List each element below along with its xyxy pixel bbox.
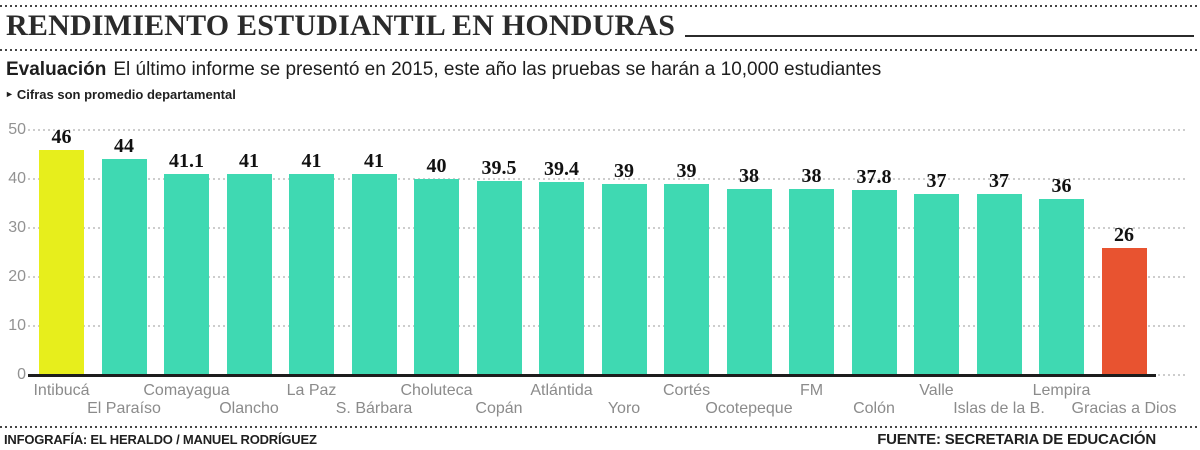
x-axis-baseline — [28, 374, 1156, 377]
bar-lempira — [1039, 198, 1084, 375]
bar-islas-de-la-b- — [976, 193, 1022, 375]
subtitle: Evaluación El último informe se presentó … — [6, 59, 881, 81]
y-axis-label: 40 — [8, 170, 26, 187]
bar-value-label: 26 — [1114, 223, 1134, 246]
top-dotted-rule — [0, 5, 1200, 7]
x-axis-label: Islas de la B. — [953, 400, 1045, 417]
bar-value-label: 36 — [1051, 174, 1072, 197]
bar-yoro — [601, 183, 647, 375]
bar-value-label: 46 — [51, 125, 72, 148]
bar-value-label: 41.1 — [169, 149, 204, 172]
x-axis-label: Copán — [475, 400, 523, 417]
subtitle-lead: Evaluación — [6, 59, 107, 80]
x-axis-label: FM — [799, 382, 824, 399]
x-axis-label: Atlántida — [530, 382, 593, 399]
bar-value-label: 37 — [926, 169, 947, 192]
arrow-bullet-icon: ► — [5, 89, 14, 99]
bar-el-para-so — [101, 159, 147, 375]
page-title: RENDIMIENTO ESTUDIANTIL EN HONDURAS — [6, 9, 676, 42]
bar-value-label: 39 — [614, 159, 634, 182]
y-axis-label: 20 — [8, 268, 26, 285]
bar-fm — [789, 188, 834, 375]
bar-olancho — [226, 174, 272, 375]
bar-cort-s — [664, 183, 709, 375]
bar-value-label: 38 — [739, 164, 759, 187]
bar-valle — [914, 193, 959, 375]
bar-la-paz — [289, 174, 334, 375]
x-axis-label: S. Bárbara — [335, 400, 413, 417]
bar-ocotepeque — [726, 188, 772, 375]
bar-value-label: 44 — [114, 135, 134, 158]
y-axis-label: 50 — [8, 121, 26, 138]
bar-value-label: 39.4 — [544, 157, 579, 180]
x-axis-label: Cortés — [662, 382, 711, 399]
x-axis-label: Ocotepeque — [705, 400, 793, 417]
bar-value-label: 37.8 — [856, 165, 892, 188]
bar-choluteca — [414, 179, 459, 375]
y-axis-label: 10 — [8, 317, 26, 334]
x-axis-label: Olancho — [219, 400, 279, 417]
x-axis-label: Intibucá — [33, 382, 90, 399]
bar-value-label: 41 — [364, 150, 384, 173]
note-text: Cifras son promedio departamental — [16, 87, 236, 102]
bar-value-label: 39 — [676, 159, 697, 182]
subtitle-text: El último informe se presentó en 2015, e… — [113, 59, 882, 80]
bar-value-label: 41 — [301, 150, 322, 173]
footer-dotted-rule — [0, 426, 1200, 428]
x-axis-label: Choluteca — [400, 382, 473, 399]
gridline-50 — [28, 129, 1186, 131]
x-axis-label: Colón — [853, 400, 895, 417]
bar-cop-n — [476, 181, 522, 375]
bar-s-b-rbara — [351, 174, 397, 375]
x-axis-label: Gracias a Dios — [1071, 400, 1177, 417]
bar-comayagua — [164, 173, 209, 375]
gridline-40 — [28, 178, 1186, 180]
footer: INFOGRAFÍA: EL HERALDO / MANUEL RODRÍGUE… — [0, 426, 1200, 449]
bar-value-label: 37 — [989, 169, 1009, 192]
header-dotted-rule — [0, 49, 1200, 51]
x-axis-label: Yoro — [607, 400, 641, 417]
bar-value-label: 40 — [426, 155, 447, 177]
x-axis-label: Comayagua — [143, 382, 230, 399]
chart-note: ► Cifras son promedio departamental — [5, 87, 236, 102]
bar-atl-ntida — [539, 181, 584, 375]
y-axis-label: 0 — [17, 366, 26, 383]
bar-intibuc- — [39, 149, 84, 375]
source-text: FUENTE: SECRETARIA DE EDUCACIÓN — [877, 431, 1156, 448]
x-axis-label: Valle — [919, 382, 954, 399]
x-axis-label: La Paz — [286, 382, 337, 399]
bar-value-label: 39.5 — [481, 157, 517, 180]
x-axis-label: El Paraíso — [87, 400, 161, 417]
bar-chart: 0 10 20 30 40 50 46 Intibucá 44 El Paraíso 41.1 Com… — [0, 112, 1200, 430]
y-axis-label: 30 — [8, 219, 26, 236]
x-axis-label: Lempira — [1032, 382, 1091, 399]
bar-value-label: 41 — [239, 150, 259, 173]
title-underline — [685, 34, 1194, 37]
header: RENDIMIENTO ESTUDIANTIL EN HONDURAS — [6, 10, 1194, 42]
bar-gracias-a-dios — [1101, 247, 1147, 375]
bar-col-n — [851, 189, 897, 375]
bar-value-label: 38 — [801, 164, 822, 187]
credit-text: INFOGRAFÍA: EL HERALDO / MANUEL RODRÍGUE… — [4, 432, 317, 447]
